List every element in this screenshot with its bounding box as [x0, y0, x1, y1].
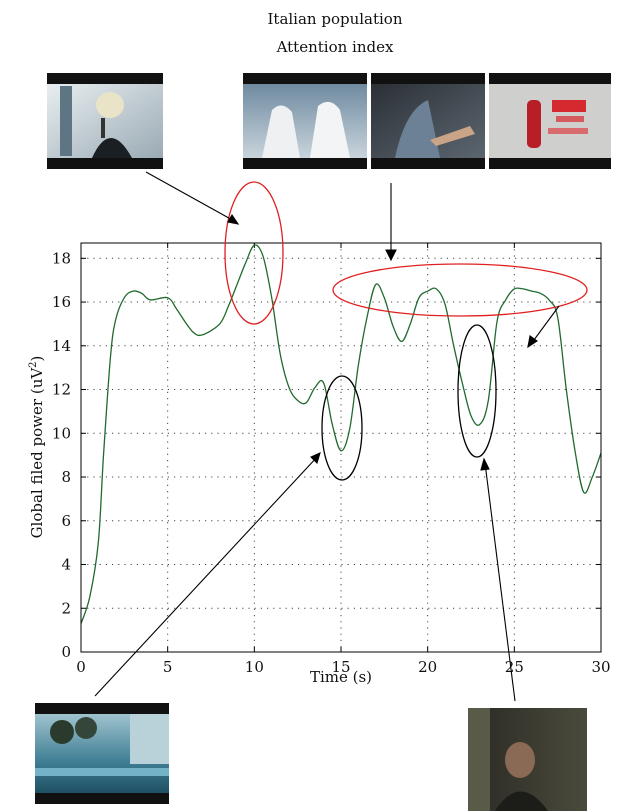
y-axis-label-close: ) [28, 356, 46, 362]
y-tick-label: 14 [52, 337, 71, 355]
y-tick-label: 0 [61, 643, 71, 661]
y-tick-label: 8 [61, 468, 71, 486]
thumbnail-hands-jeans [371, 73, 485, 169]
arrow-from-cola [530, 305, 560, 345]
arrowhead-peak [227, 213, 240, 225]
chart-title: Italian population [267, 10, 402, 28]
arrowhead-dip-23s [480, 457, 490, 471]
thumbnail-man-portrait [468, 708, 587, 811]
y-tick-label: 6 [61, 512, 71, 530]
attention-line [80, 244, 602, 624]
x-tick-label: 15 [331, 658, 350, 676]
plot-frame [80, 242, 602, 653]
y-tick-label: 10 [52, 424, 71, 442]
x-tick-label: 30 [591, 658, 610, 676]
x-tick-label: 20 [418, 658, 437, 676]
x-tick-label: 10 [245, 658, 264, 676]
arrow-to-dip-15s [94, 455, 319, 697]
y-axis-label: Global filed power (uV2) [28, 356, 46, 539]
y-tick-label: 16 [52, 293, 71, 311]
arrowhead-plateau [385, 249, 397, 262]
plot-background [81, 243, 601, 652]
highlight-ellipse-dip-23s [457, 324, 497, 458]
plot-area: 0 5 10 15 20 25 30 0 2 4 6 8 10 12 14 16 18 [52, 242, 611, 676]
highlight-ellipse-plateau [332, 263, 588, 317]
y-tick-label: 12 [52, 381, 71, 399]
x-tick-label: 0 [76, 658, 86, 676]
highlight-ellipse-peak [224, 181, 284, 325]
y-tick-label: 2 [61, 599, 71, 617]
thumbnail-white-figures [243, 73, 367, 169]
arrowhead-dip-15s [310, 452, 321, 465]
arrow-to-dip-23s [484, 462, 516, 702]
arrow-to-peak [145, 171, 237, 223]
x-axis-label: Time (s) [310, 668, 372, 686]
x-tick-label: 25 [505, 658, 524, 676]
y-tick-label: 18 [52, 249, 71, 267]
annotation-arrows [94, 171, 560, 702]
thumbnail-cola-bottle [489, 73, 611, 169]
y-tick-label: 4 [61, 556, 71, 574]
y-axis-label-superscript: 2 [28, 361, 39, 367]
thumbnail-woman-drinking [47, 73, 163, 169]
arrowhead-cola [527, 335, 538, 349]
x-tick-label: 5 [163, 658, 173, 676]
thumbnail-pool-plants [35, 703, 169, 804]
highlight-ellipse-dip-15s [321, 375, 363, 481]
chart-subtitle: Attention index [276, 38, 394, 56]
y-axis-label-text: Global filed power (uV [28, 367, 46, 539]
x-axis-ticks: 0 5 10 15 20 25 30 [76, 243, 611, 676]
y-axis-ticks: 0 2 4 6 8 10 12 14 16 18 [52, 249, 601, 661]
